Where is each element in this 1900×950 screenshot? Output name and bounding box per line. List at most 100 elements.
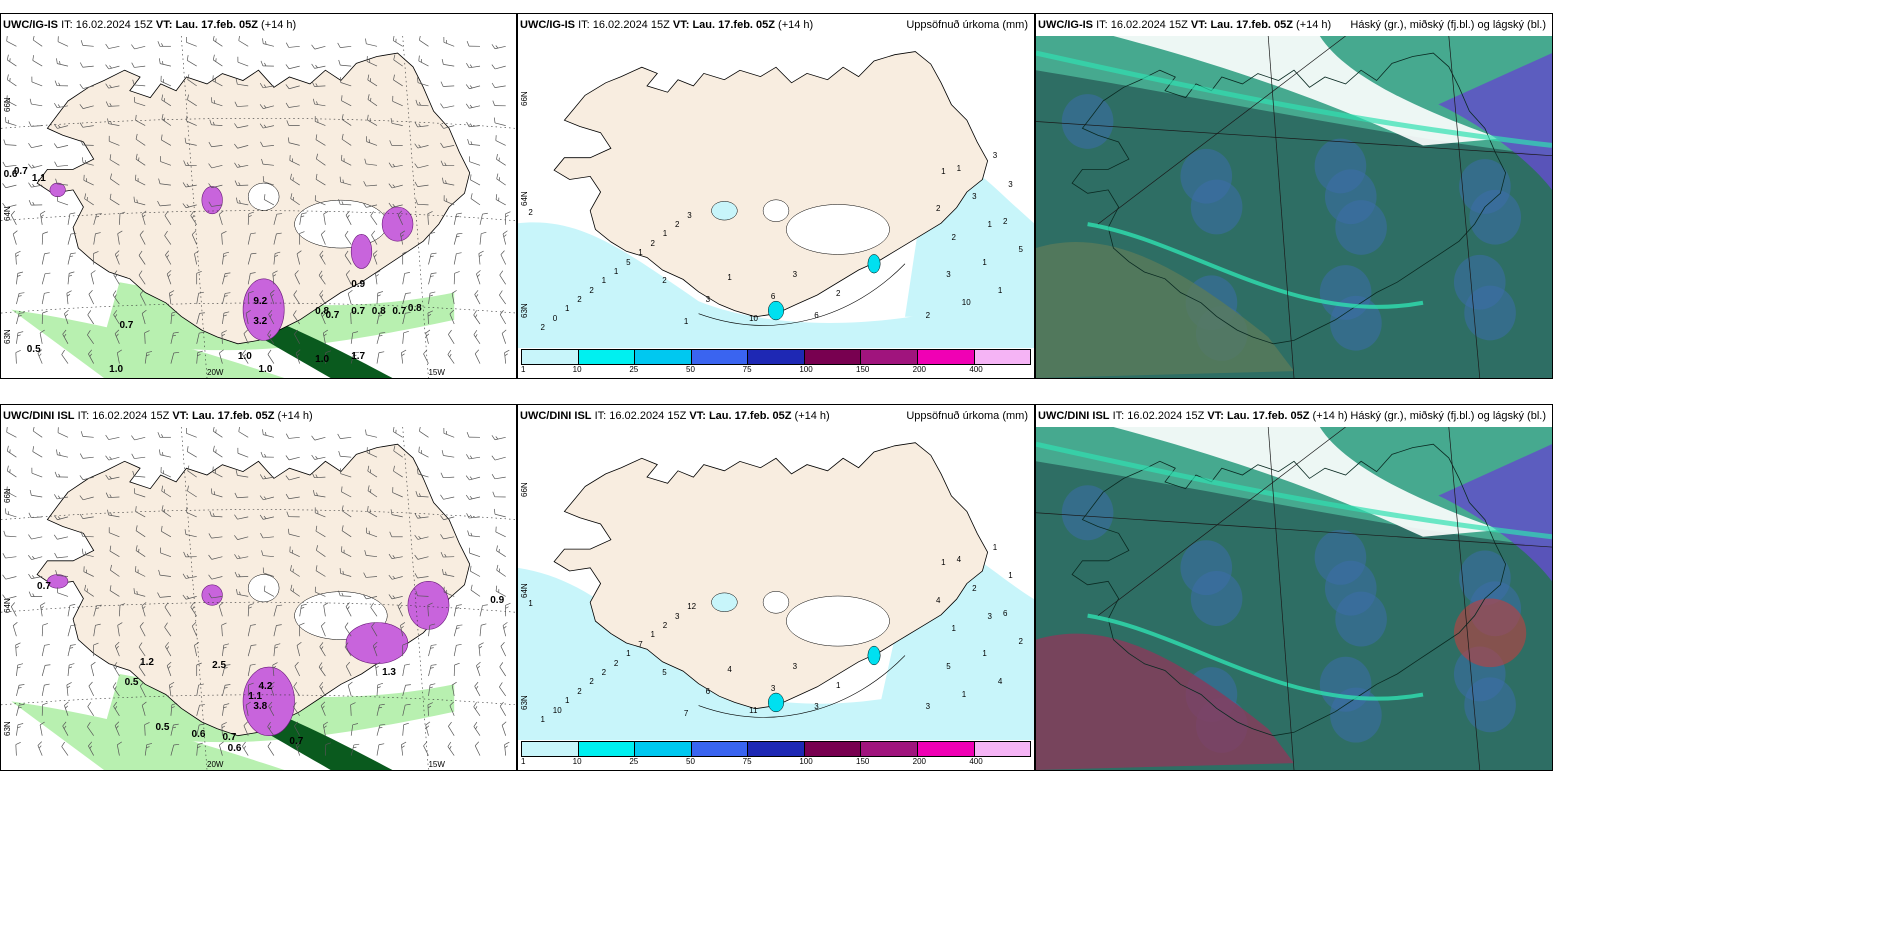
wind-barb-icon xyxy=(388,574,403,580)
lon-label: 15W xyxy=(428,760,445,769)
wind-barb-icon xyxy=(474,290,481,305)
wind-barb-icon xyxy=(54,494,69,500)
wind-barb-icon xyxy=(448,721,455,736)
wind-barb-icon xyxy=(6,445,17,458)
wind-barb-icon xyxy=(190,210,197,225)
wind-barb-icon xyxy=(28,512,43,519)
wind-barb-icon xyxy=(219,349,224,364)
wind-barb-icon xyxy=(131,453,146,459)
precip-value-label: 1.0 xyxy=(258,364,273,376)
legend-label: 10 xyxy=(572,365,582,374)
wind-barb-icon xyxy=(428,291,436,305)
precip-value-label: 0.7 xyxy=(222,732,237,744)
wind-barb-icon xyxy=(287,528,300,538)
lon-label: 20W xyxy=(207,368,224,377)
cloud-edge xyxy=(1036,50,1552,148)
lon-label: 20W xyxy=(207,760,224,769)
wind-barb-icon xyxy=(141,210,147,225)
wind-barb-icon xyxy=(311,472,326,479)
wind-barb-icon xyxy=(247,290,254,305)
wind-barb-icon xyxy=(366,56,378,67)
wind-barb-icon xyxy=(295,741,301,756)
wind-barb-icon xyxy=(362,594,378,600)
wind-barb-icon xyxy=(350,723,359,736)
wind-barb-icon xyxy=(418,55,429,67)
wind-barb-icon xyxy=(134,97,146,107)
graticule-line xyxy=(402,36,429,378)
wind-barb-icon xyxy=(170,351,180,364)
wind-barb-icon xyxy=(113,701,120,716)
wind-barb-icon xyxy=(400,622,406,637)
wind-barb-icon xyxy=(491,435,506,441)
wind-barb-icon xyxy=(287,137,300,146)
header-lead: (+14 h) xyxy=(1312,410,1348,422)
wind-barb-icon xyxy=(345,661,352,677)
precip-amount-label: 1 xyxy=(564,696,570,706)
mid-cloud-area xyxy=(1314,529,1367,585)
precip-amount-label: 1 xyxy=(540,714,545,724)
wind-barb-icon xyxy=(41,683,50,696)
wind-barb-icon xyxy=(320,230,326,245)
wind-barb-icon xyxy=(273,251,281,265)
wind-barb-icon xyxy=(285,84,300,90)
wind-barb-icon xyxy=(337,433,352,439)
wind-barb-icon xyxy=(158,178,171,186)
wind-barb-icon xyxy=(157,200,171,207)
wind-barb-icon xyxy=(161,134,172,146)
panel-wind-bottom: 66N 64N 63N 20W 15W 0.7 0.9 1.2 0.5 0.5 0.6 0.7 0.6 0… xyxy=(0,404,517,771)
wind-barb-icon xyxy=(41,231,48,245)
wind-barb-icon xyxy=(15,742,21,756)
wind-barb-icon xyxy=(340,77,352,87)
wind-barb-icon xyxy=(57,36,69,47)
wind-barb-icon xyxy=(41,623,48,637)
precip-amount-label: 7 xyxy=(638,639,643,649)
wind-barb-icon xyxy=(465,103,481,109)
wind-barb-icon xyxy=(6,486,17,498)
wind-barb-icon xyxy=(221,722,227,736)
wind-barb-icon xyxy=(376,682,384,696)
wind-barb-icon xyxy=(367,114,378,126)
wind-barb-icon xyxy=(79,495,94,501)
wind-barb-icon xyxy=(397,602,404,617)
wind-barb-icon xyxy=(294,270,301,285)
wind-barb-icon xyxy=(294,721,301,736)
header-vt-value: Lau. 17.feb. 05Z xyxy=(1210,19,1293,31)
wind-barb-icon xyxy=(401,349,407,364)
wind-barb-icon xyxy=(347,681,353,696)
wind-barb-icon xyxy=(5,116,17,126)
wind-barb-icon xyxy=(135,133,146,146)
wind-barb-icon xyxy=(158,569,171,577)
wind-barb-icon xyxy=(139,622,146,637)
wind-barb-icon xyxy=(428,664,437,677)
wind-barb-icon xyxy=(105,64,120,70)
wind-barb-icon xyxy=(6,427,17,438)
wind-barb-icon xyxy=(87,701,94,716)
wind-barb-icon xyxy=(208,574,223,580)
graticule-line xyxy=(1097,36,1346,225)
wind-barb-icon xyxy=(79,513,94,519)
wind-barb-icon xyxy=(465,84,481,90)
header-model: UWC/IG-IS xyxy=(1038,19,1093,31)
legend-swatch xyxy=(691,350,749,364)
wind-barb-icon xyxy=(414,513,429,519)
wind-barb-icon xyxy=(135,545,146,557)
wind-barb-icon xyxy=(505,211,511,225)
header-lead: (+14 h) xyxy=(277,410,313,422)
wind-barb-icon xyxy=(119,211,126,225)
wind-barb-icon xyxy=(57,427,69,438)
wind-barb-icon xyxy=(105,83,120,89)
precip-amount-label: 2 xyxy=(577,686,582,696)
wind-barb-icon xyxy=(344,250,352,265)
wind-barb-icon xyxy=(3,530,17,538)
header-it-label: IT: xyxy=(594,410,607,422)
wind-barb-icon xyxy=(212,466,223,478)
precip-amount-label: 1 xyxy=(1008,570,1013,580)
precip-value-label: 0.7 xyxy=(13,165,28,177)
wind-barb-icon xyxy=(289,155,300,166)
wind-barb-icon xyxy=(196,704,205,716)
wind-barb-icon xyxy=(400,230,406,245)
precip-amount-label: 2 xyxy=(601,668,607,677)
precip-amount-label: 1 xyxy=(650,630,655,640)
wind-barb-icon xyxy=(222,684,231,696)
wind-barb-icon xyxy=(286,120,300,126)
